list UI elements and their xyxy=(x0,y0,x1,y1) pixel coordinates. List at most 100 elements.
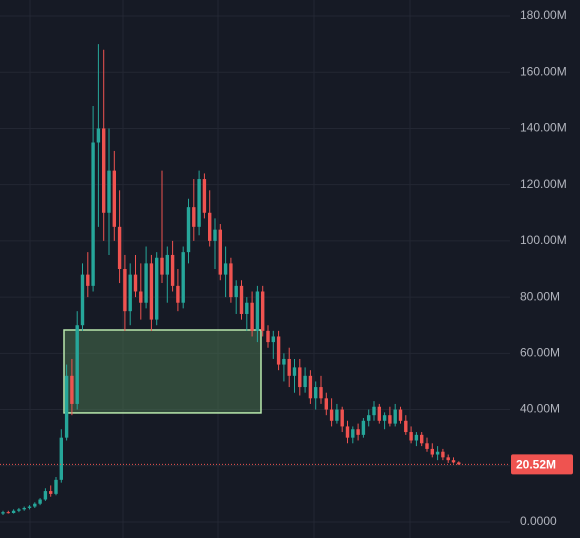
candle-body xyxy=(192,207,196,227)
candle-body xyxy=(457,462,461,465)
candle-body xyxy=(43,491,48,500)
candle-body xyxy=(319,387,323,399)
y-tick-label: 180.00M xyxy=(520,8,567,22)
candle-body xyxy=(420,434,424,444)
candle-body xyxy=(314,387,318,399)
candle-body xyxy=(382,415,387,421)
candle-body xyxy=(107,170,111,213)
candle-body xyxy=(250,302,254,331)
y-tick-label: 0.0000 xyxy=(520,514,557,528)
candle-body xyxy=(64,375,69,438)
candle-body xyxy=(218,229,222,275)
candle-body xyxy=(340,409,344,427)
candle-body xyxy=(223,263,228,275)
candle-body xyxy=(186,207,191,253)
candle-body xyxy=(298,367,302,388)
candle-body xyxy=(59,437,63,480)
candle-body xyxy=(155,257,159,320)
y-tick-label: 80.00M xyxy=(520,289,560,303)
candle-body xyxy=(377,406,381,421)
candle-body xyxy=(324,398,328,410)
candle-body xyxy=(54,479,58,494)
candle-body xyxy=(70,375,74,404)
candle-body xyxy=(329,409,334,421)
candle-body xyxy=(149,263,154,320)
candle-body xyxy=(11,510,16,514)
candle-body xyxy=(144,263,148,303)
y-tick-label: 40.00M xyxy=(520,402,560,416)
candle-body xyxy=(208,212,212,241)
candle-body xyxy=(80,274,85,326)
candle-body xyxy=(91,142,95,286)
candle-body xyxy=(308,375,313,399)
candle-body xyxy=(287,358,291,376)
candle-body xyxy=(430,448,434,455)
candle-body xyxy=(128,274,132,312)
candle-body xyxy=(361,420,366,435)
y-tick-label: 60.00M xyxy=(520,346,560,360)
candle-body xyxy=(139,291,143,303)
candle-body xyxy=(27,506,32,508)
candle-body xyxy=(282,358,286,365)
candle-body xyxy=(1,512,5,514)
candle-body xyxy=(6,512,10,514)
candle-body xyxy=(255,291,260,331)
candle-body xyxy=(261,291,265,331)
candle-body xyxy=(446,457,450,461)
candle-body xyxy=(276,336,281,365)
y-tick-label: 120.00M xyxy=(520,177,567,191)
candle-body xyxy=(96,128,101,143)
candle-body xyxy=(133,274,138,292)
candle-body xyxy=(372,406,376,416)
candle-body xyxy=(38,499,42,504)
candle-body xyxy=(335,409,339,421)
candle-body xyxy=(398,409,403,421)
y-tick-label: 140.00M xyxy=(520,121,567,135)
candle-body xyxy=(409,432,413,441)
last-price-label: 20.52M xyxy=(516,457,556,471)
candle-body xyxy=(213,229,217,241)
candle-body xyxy=(197,179,201,227)
candle-body xyxy=(388,415,392,424)
candle-body xyxy=(170,254,175,286)
candle-body xyxy=(112,170,116,227)
candle-body xyxy=(123,269,127,312)
candle-body xyxy=(351,429,355,438)
candle-body xyxy=(202,179,207,213)
candle-body xyxy=(234,285,238,298)
candle-body xyxy=(160,257,164,275)
candle-body xyxy=(367,415,371,421)
candle-body xyxy=(75,325,79,404)
candle-body xyxy=(22,507,26,510)
zone-box xyxy=(63,329,262,414)
candle-body xyxy=(86,274,90,286)
candle-body xyxy=(435,451,440,455)
candle-body xyxy=(404,420,408,433)
candle-body xyxy=(266,330,270,343)
last-price-badge xyxy=(511,454,573,475)
candle-body xyxy=(356,429,360,435)
candle-body xyxy=(181,252,185,303)
candle-body xyxy=(393,409,397,424)
candle-body xyxy=(345,426,350,438)
candle-body xyxy=(176,285,180,303)
candle-body xyxy=(102,128,106,213)
candle-body xyxy=(292,367,297,376)
y-tick-label: 160.00M xyxy=(520,64,567,78)
candle-body xyxy=(441,451,445,458)
candle-body xyxy=(245,302,249,314)
candle-body xyxy=(303,375,307,388)
candle-body xyxy=(414,434,419,441)
y-tick-label: 100.00M xyxy=(520,233,567,247)
candle-body xyxy=(165,254,169,275)
candle-body xyxy=(271,336,275,343)
candle-body xyxy=(239,285,244,314)
candle-body xyxy=(17,509,21,511)
candle-body xyxy=(117,226,122,269)
candle-body xyxy=(49,491,53,494)
candle-body xyxy=(425,443,429,449)
candle-body xyxy=(229,263,233,298)
candle-body xyxy=(451,460,456,463)
